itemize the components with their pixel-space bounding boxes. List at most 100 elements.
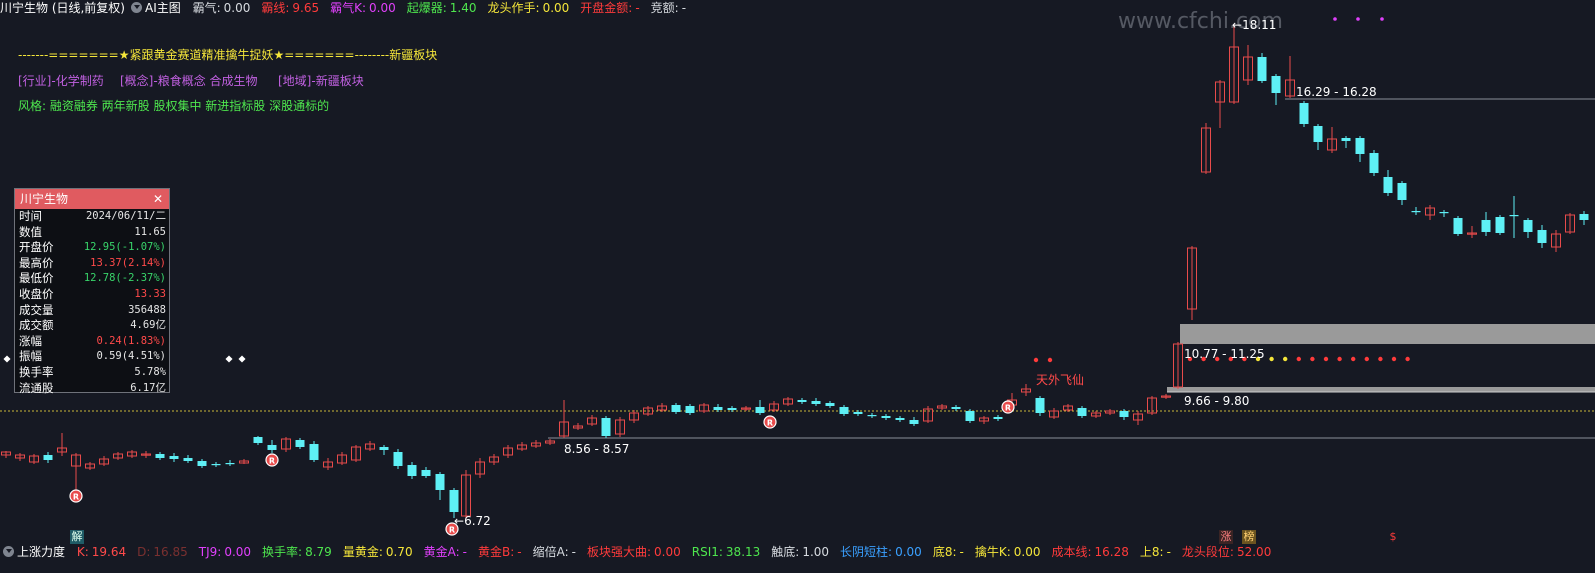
candle-down <box>601 418 611 436</box>
footer-indicator-label: D: <box>137 545 151 559</box>
footer-indicator-label: 缩倍A: <box>532 545 569 559</box>
panel-row-label: 流通股 <box>19 380 54 395</box>
candle-down <box>393 452 403 466</box>
panel-row-value: 13.33 <box>134 287 166 300</box>
panel-row: 时间 2024/06/11/二 <box>15 209 169 225</box>
candle-up <box>337 454 347 464</box>
footer-indicator-item: 黄金A: - <box>424 545 470 559</box>
signal-dot-marker <box>1269 356 1274 362</box>
signal-dot-marker <box>1310 356 1315 362</box>
header-indicator-label: 开盘金额: <box>580 1 633 15</box>
header-indicator-value: 9.65 <box>292 1 320 15</box>
panel-row-label: 数值 <box>19 224 42 239</box>
panel-row-value: 0.59(4.51%) <box>96 350 166 363</box>
candle-up <box>503 447 513 456</box>
footer-indicator-value: 52.00 <box>1236 545 1272 559</box>
footer-indicator-item: 长阴短柱: 0.00 <box>840 545 925 559</box>
panel-row: 换手率 5.78% <box>15 365 169 381</box>
candle-up <box>573 425 583 429</box>
candle-up <box>545 440 555 444</box>
panel-row-value: 12.78(-2.37%) <box>83 272 166 285</box>
footer-indicator-value: - <box>517 545 522 559</box>
signal-dot-marker <box>1337 356 1342 362</box>
panel-row-label: 最低价 <box>19 271 54 286</box>
candle-down <box>1341 138 1351 141</box>
panel-row: 最低价 12.78(-2.37%) <box>15 271 169 287</box>
concept-tag[interactable]: [概念]-粮食概念 合成生物 <box>120 74 258 88</box>
dropdown-icon[interactable] <box>131 2 142 13</box>
header-indicator-value: 1.40 <box>449 1 477 15</box>
footer-indicator-item: 龙头段位: 52.00 <box>1182 545 1274 559</box>
industry-tag[interactable]: [行业]-化学制药 <box>18 74 104 88</box>
r-signal-glyph: R <box>269 457 275 466</box>
red-dot-marker <box>1033 357 1039 363</box>
ai-chart-label[interactable]: AI主图 <box>145 1 181 15</box>
candle-up <box>239 460 249 464</box>
style-tags: 风格: 融资融券 两年新股 股权集中 新进指标股 深股通标的 <box>18 99 330 113</box>
candle-down <box>449 490 459 512</box>
candle-up <box>1 451 11 456</box>
candle-up <box>1551 233 1561 248</box>
candle-down <box>1271 76 1281 93</box>
candle-down <box>671 405 681 412</box>
jie-tag[interactable]: 解 <box>70 530 84 544</box>
candle-down <box>1299 103 1309 124</box>
candle-down <box>853 412 863 414</box>
r-signal-icon <box>763 415 777 429</box>
candle-down <box>309 444 319 460</box>
panel-row-value: 2024/06/11/二 <box>85 210 166 222</box>
candle-up <box>351 446 361 461</box>
candle-down <box>1411 211 1421 213</box>
header-indicator-label: 霸线: <box>261 1 290 15</box>
footer-indicator-value: 38.13 <box>725 545 761 559</box>
footer-indicator-value: 1.00 <box>802 545 830 559</box>
zone-lower-label: 9.66 - 9.80 <box>1184 394 1250 408</box>
footer-indicators: K: 19.64 D: 16.85 TJ9: 0.00 换手率: 8.79 量黄金: 0.70 黄金… <box>72 545 1277 559</box>
candle-up <box>85 463 95 469</box>
stock-title[interactable]: 川宁生物 (日线,前复权) <box>0 1 125 15</box>
candle-down <box>755 407 765 413</box>
dropdown-icon[interactable] <box>3 546 14 557</box>
candle-down <box>225 463 235 465</box>
panel-row: 收盘价 13.33 <box>15 287 169 303</box>
header-indicator-label: 竞额: <box>650 1 679 15</box>
candle-up <box>99 458 109 465</box>
candle-down <box>253 437 263 443</box>
footer-indicator-item: 上8: - <box>1140 545 1174 559</box>
candle-up <box>1133 413 1143 421</box>
banner-text: -------=======★紧跟黄金赛道精准擒牛捉妖★=======-----… <box>18 48 438 62</box>
bang-tag[interactable]: 榜 <box>1242 530 1256 544</box>
candle-up <box>1091 412 1101 417</box>
header-indicator-value: - <box>681 1 687 15</box>
candle-down <box>1537 230 1547 243</box>
indicator-name[interactable]: 上涨力度 <box>17 545 66 559</box>
footer-indicator-value: - <box>1166 545 1171 559</box>
data-panel[interactable]: 川宁生物 ✕ 时间 2024/06/11/二 数值 11.65 开盘价 12.95(-1.… <box>14 188 170 395</box>
panel-row: 最高价 13.37(2.14%) <box>15 256 169 272</box>
region-tag[interactable]: [地域]-新疆板块 <box>278 74 364 88</box>
candle-down <box>965 411 975 421</box>
panel-header[interactable]: 川宁生物 ✕ <box>15 189 169 209</box>
dollar-tag[interactable]: $ <box>1389 530 1397 543</box>
footer-indicator-value: 19.64 <box>91 545 127 559</box>
candle-up <box>1105 410 1115 414</box>
diamond-marker <box>225 355 233 363</box>
close-icon[interactable]: ✕ <box>152 192 163 206</box>
resistance-zone <box>1180 324 1595 344</box>
header-indicator-label: 龙头作手: <box>487 1 540 15</box>
signal-dot-marker <box>1228 356 1234 362</box>
footer-indicator-label: RSI1: <box>691 545 723 559</box>
header-indicator-item: 起爆器: 1.40 <box>407 1 480 15</box>
panel-row: 振幅 0.59(4.51%) <box>15 349 169 365</box>
zhang-tag[interactable]: 涨 <box>1219 530 1233 544</box>
footer-indicator-item: TJ9: 0.00 <box>199 545 254 559</box>
signal-dot-marker <box>1283 356 1288 362</box>
signal-dot-marker <box>1351 356 1356 362</box>
tianwai-label: 天外飞仙 <box>1036 373 1085 387</box>
header-indicator-value: 0.00 <box>542 1 570 15</box>
level-label-right: 16.29 - 16.28 <box>1296 85 1377 99</box>
candle-up <box>741 407 751 410</box>
panel-row: 数值 11.65 <box>15 225 169 241</box>
candle-down <box>43 455 53 460</box>
